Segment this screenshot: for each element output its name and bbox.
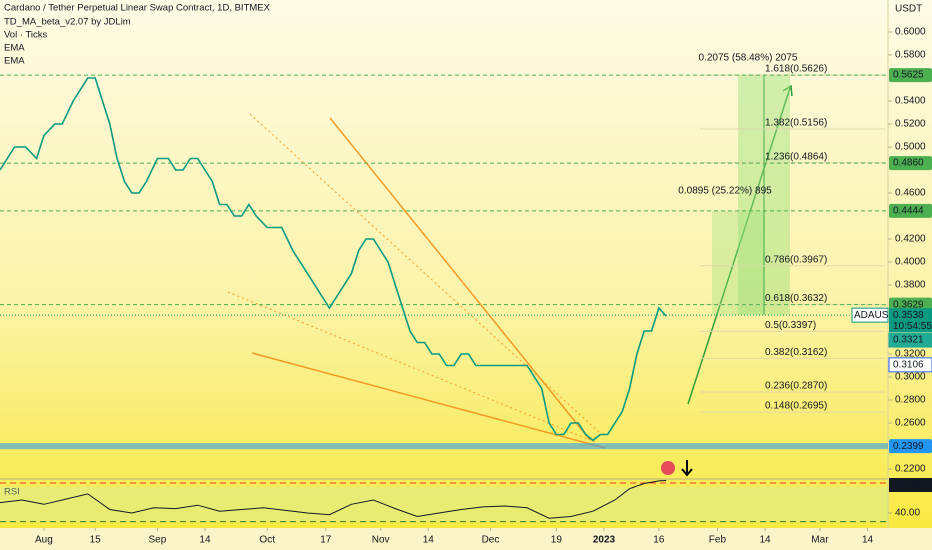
price-tag (888, 332, 932, 348)
price-tag (889, 308, 932, 333)
measure-label: 0.0895 (25.22%) 895 (678, 186, 772, 197)
indicator: Vol · Ticks (4, 30, 48, 41)
x-tick-label: 14 (423, 535, 435, 546)
price-line (0, 77, 667, 442)
x-tick-label: Aug (35, 535, 53, 546)
countdown: 10:54:55 (893, 321, 932, 332)
fib-label: 1.236(0.4864) (765, 151, 827, 162)
x-tick-label: Feb (709, 535, 727, 546)
event-icon[interactable] (661, 461, 675, 475)
price-tag-label: 0.4444 (893, 206, 924, 217)
fib-label: 0.618(0.3632) (765, 293, 827, 304)
price-tag-label: 0.3629 (893, 299, 924, 310)
indicator: TD_MA_beta_v2.07 by JDLim (4, 17, 131, 28)
y-tick-label: 0.5800 (895, 50, 926, 61)
projection-arrow (687, 87, 791, 405)
price-tag (889, 439, 932, 454)
price-tag (851, 307, 889, 323)
x-tick-label: Oct (259, 535, 275, 546)
fib-label: 0.236(0.2870) (765, 381, 827, 392)
price-tag (888, 357, 932, 373)
symbol-label: ADAUSDT (854, 310, 902, 321)
price-tag-label: 0.2399 (893, 441, 924, 452)
fib-label: 1.618(0.5626) (765, 64, 827, 75)
measure-label: 0.2075 (58.48%) 2075 (699, 53, 798, 64)
y-tick-label: 0.5400 (895, 96, 926, 107)
y-tick-label: 0.5000 (895, 142, 926, 153)
indicator: EMA (4, 43, 25, 54)
y-tick-label: 0.4000 (895, 257, 926, 268)
fib-label: 0.382(0.3162) (765, 347, 827, 358)
x-tick-label: 17 (320, 535, 332, 546)
trendline (251, 352, 606, 449)
x-tick-label: 19 (551, 535, 563, 546)
trendline (227, 291, 596, 443)
chart-title: Cardano / Tether Perpetual Linear Swap C… (4, 3, 271, 14)
y-tick-label: 0.6000 (895, 27, 926, 38)
fib-label: 1.382(0.5156) (765, 118, 827, 129)
trendline (329, 117, 591, 441)
price-tag-label: 0.3538 (893, 310, 924, 321)
price-line (0, 480, 667, 519)
x-tick-label: 16 (653, 535, 665, 546)
fib-label: 0.5(0.3397) (765, 320, 816, 331)
indicator: EMA (4, 56, 25, 67)
y-tick-label: 0.3800 (895, 280, 926, 291)
x-tick-label: 14 (759, 535, 771, 546)
y-tick-label: 0.4600 (895, 188, 926, 199)
rsi-band (0, 486, 888, 522)
fib-label: 0.786(0.3967) (765, 254, 827, 265)
y-tick-label: 0.3200 (895, 349, 926, 360)
arrow-head (782, 84, 793, 97)
rsi-title: RSI (4, 487, 20, 498)
price-tag (889, 478, 932, 492)
price-tag-label: 0.4860 (893, 158, 924, 169)
measure-box (712, 210, 765, 315)
x-tick-label: 14 (862, 535, 874, 546)
price-tag (889, 203, 932, 218)
y-tick-label: 0.4200 (895, 234, 926, 245)
y-tick-label: 0.2600 (895, 418, 926, 429)
time-axis-bg (0, 528, 932, 550)
y-tick-label: 0.5200 (895, 119, 926, 130)
x-tick-label: 15 (90, 535, 102, 546)
price-tag-label: 0.3321 (893, 335, 924, 346)
x-tick-label: Dec (482, 535, 500, 546)
down-arrow (681, 460, 693, 477)
x-tick-label: Sep (148, 535, 166, 546)
x-tick-label: Nov (372, 535, 390, 546)
price-tag-label: 0.3106 (893, 359, 924, 370)
price-tag-label: 77.43 (895, 480, 920, 491)
support-band (0, 443, 888, 450)
y-tick-label: 0.2200 (895, 464, 926, 475)
y-tick-label: 0.2800 (895, 395, 926, 406)
price-tag (889, 68, 932, 83)
price-tag-label: 0.5625 (893, 70, 924, 81)
x-tick-label: Mar (811, 535, 829, 546)
axis-unit: USDT (895, 4, 922, 15)
x-tick-label: 2023 (593, 535, 616, 546)
trendline (249, 113, 601, 434)
price-tag (889, 156, 932, 171)
y-tick-label: 40.00 (895, 508, 920, 519)
x-tick-label: 14 (199, 535, 211, 546)
fib-label: 0.148(0.2695) (765, 401, 827, 412)
y-tick-label: 0.3000 (895, 372, 926, 383)
